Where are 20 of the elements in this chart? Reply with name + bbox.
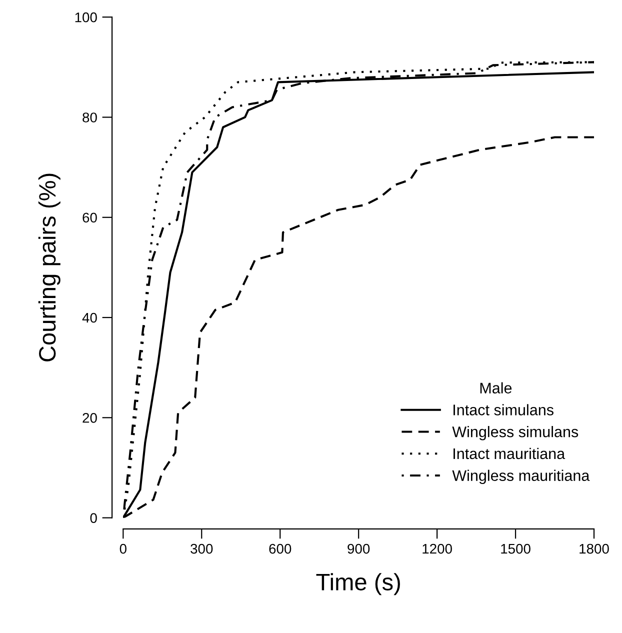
legend-label: Intact simulans <box>454 404 554 416</box>
legend-title: Male <box>480 382 512 394</box>
y-tick-label: 40 <box>82 312 97 323</box>
x-tick-label: 900 <box>348 544 370 554</box>
y-axis-title: Courting pairs (%) <box>38 174 60 362</box>
x-tick-label: 1200 <box>422 544 452 554</box>
y-tick-label: 100 <box>75 12 97 22</box>
x-tick-label: 1500 <box>501 544 530 554</box>
y-tick-label: 60 <box>82 212 97 223</box>
y-tick-label: 80 <box>82 112 97 122</box>
y-tick-label: 0 <box>90 513 97 523</box>
x-tick-label: 300 <box>190 544 213 554</box>
x-tick-label: 600 <box>269 544 292 554</box>
legend-label: Wingless mauritiana <box>452 470 590 484</box>
x-tick-label: 0 <box>120 544 126 554</box>
x-tick-label: 1800 <box>580 544 609 554</box>
y-tick-label: 20 <box>82 412 97 423</box>
x-axis-title: Time (s) <box>316 573 400 596</box>
legend-label: Wingless simulans <box>452 426 578 440</box>
legend-label: Intact mauritiana <box>454 448 566 460</box>
